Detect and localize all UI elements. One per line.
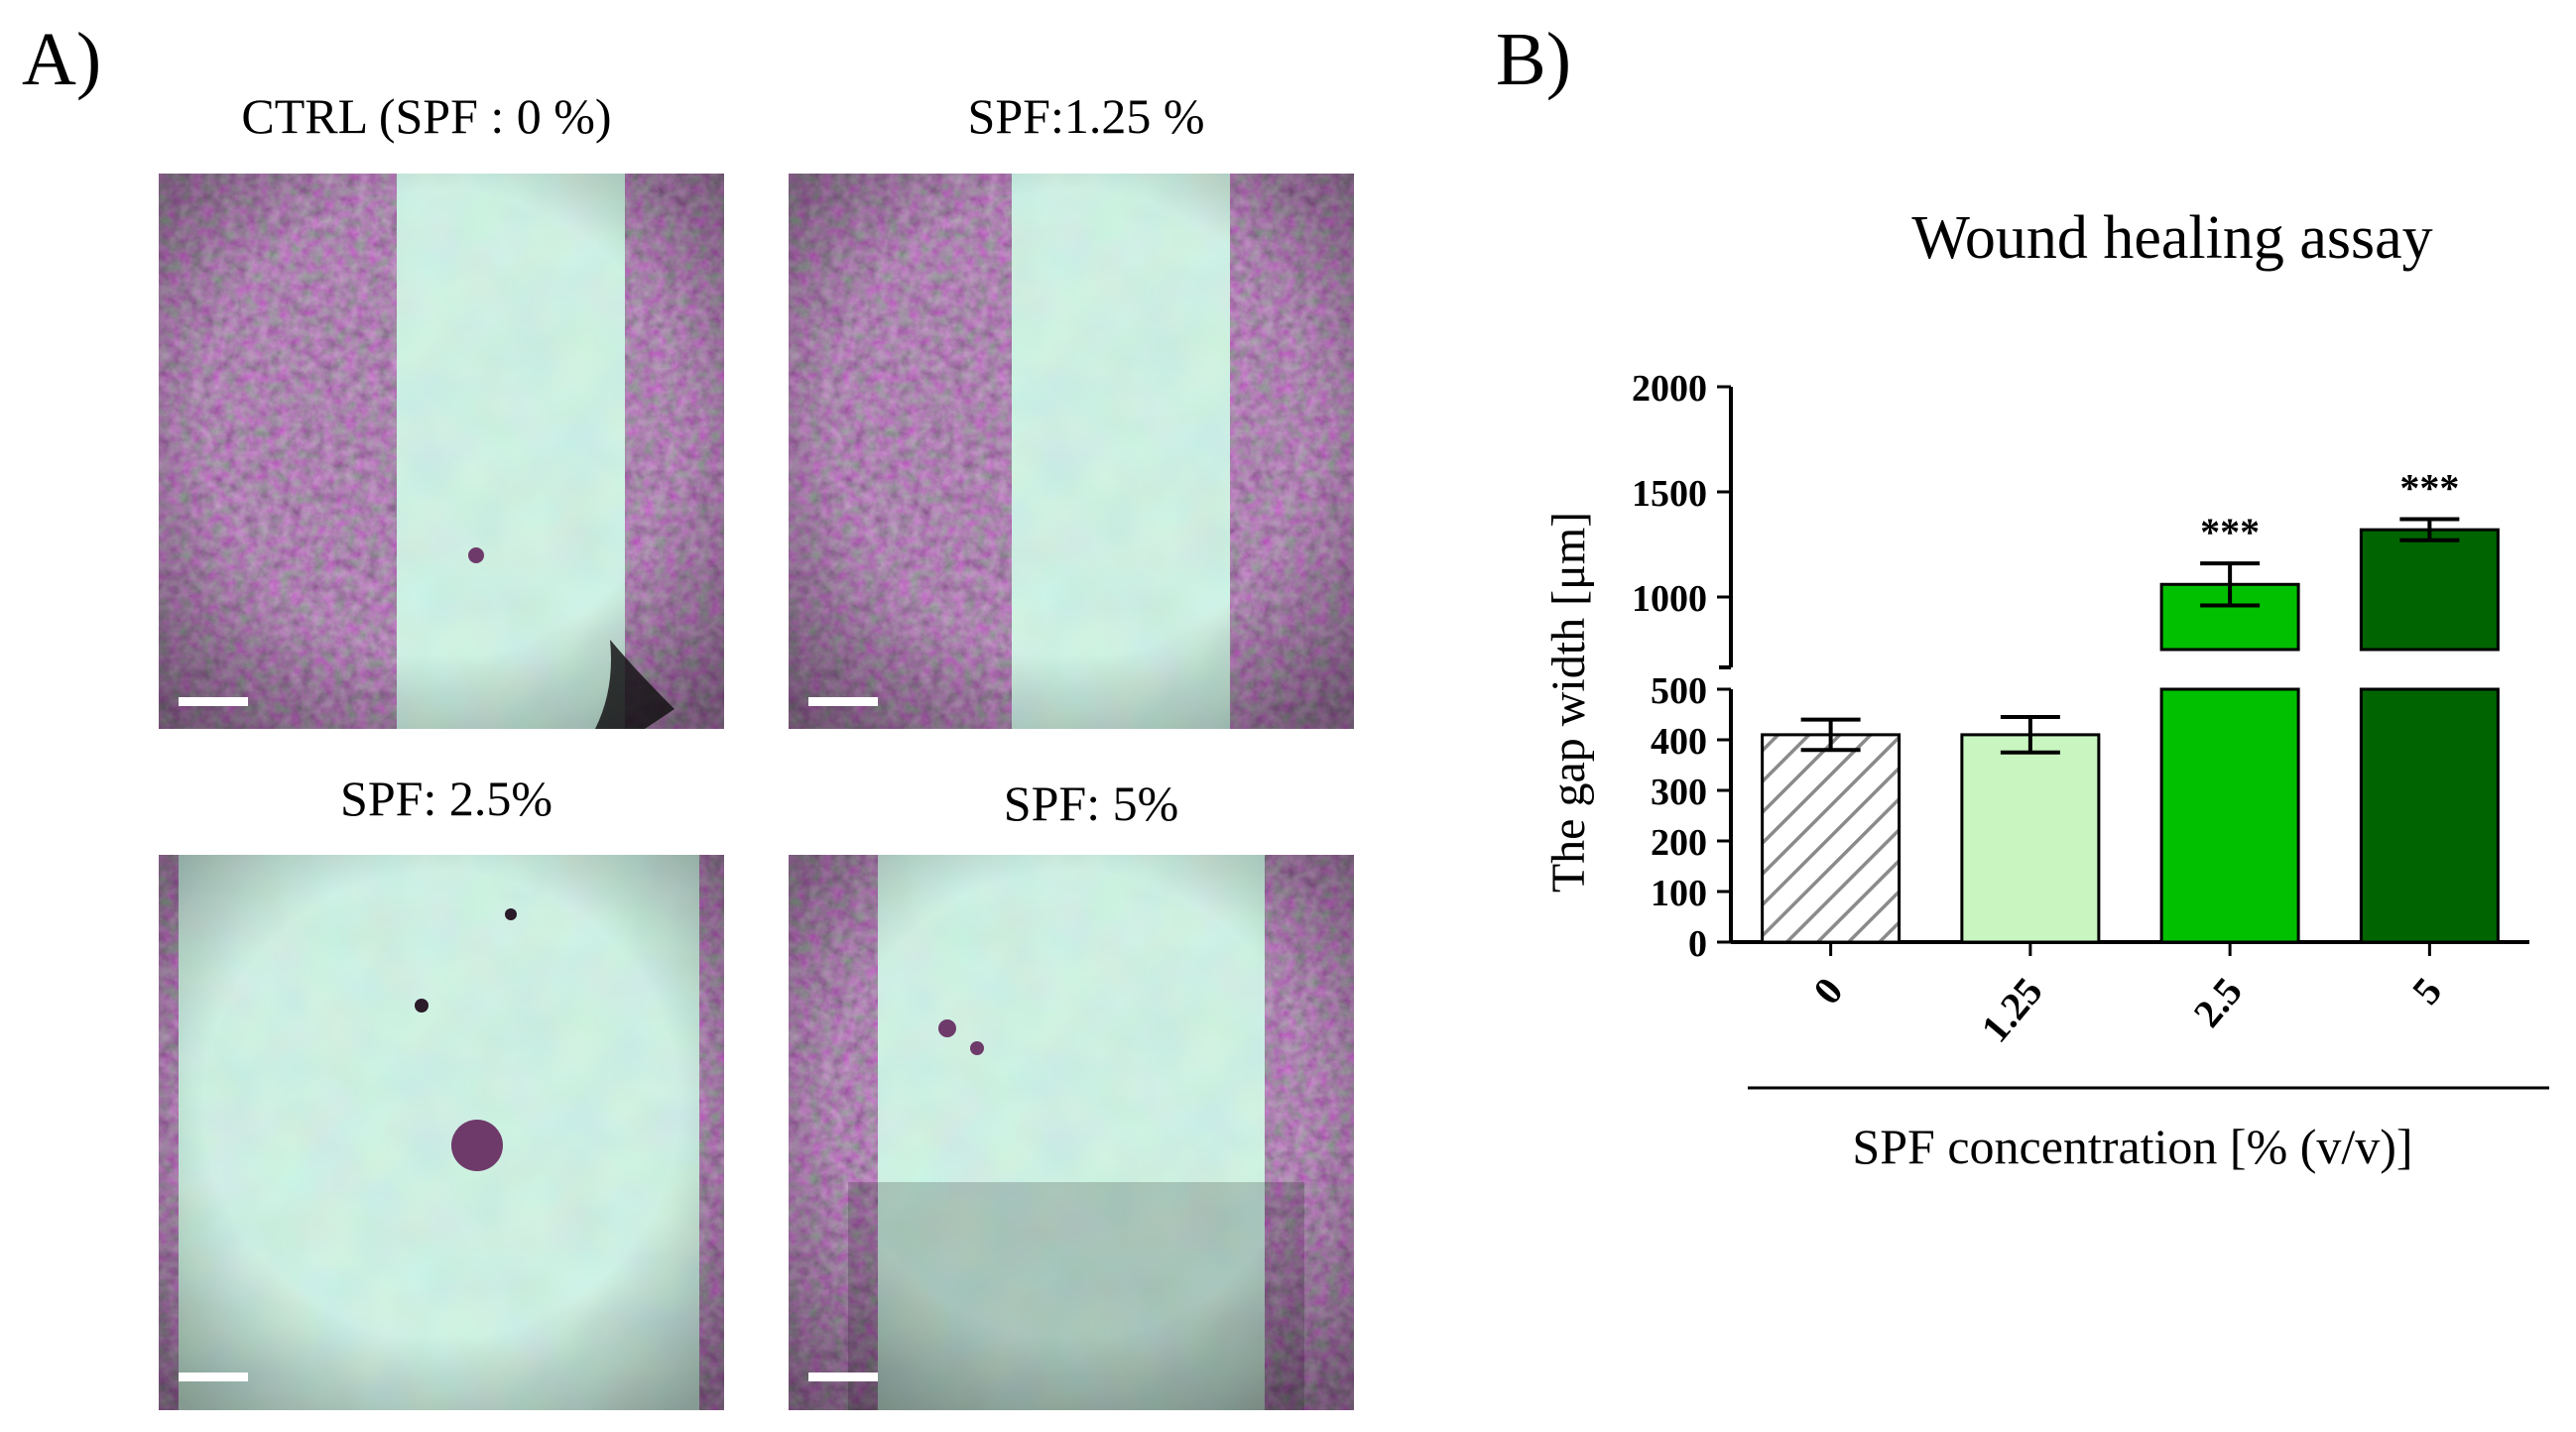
bar-5-lower <box>2359 687 2500 944</box>
chart-title: Wound healing assay <box>1911 204 2432 272</box>
y-tick-label: 1500 <box>1632 473 1707 515</box>
panel-b-letter: B) <box>1496 18 1571 101</box>
x-tick-label-2.5: 2.5 <box>2184 969 2251 1035</box>
x-tick-label-5: 5 <box>2403 969 2450 1013</box>
micrograph-ctrl <box>159 174 724 729</box>
scale-bar <box>179 1372 248 1381</box>
scale-bar <box>808 1372 878 1381</box>
micrograph-caption-spf-5: SPF: 5% <box>1003 776 1179 831</box>
significance-label-2.5: *** <box>2200 510 2260 554</box>
significance-label-5: *** <box>2399 466 2459 511</box>
y-axis-label: The gap width [μm] <box>1542 512 1595 893</box>
scale-bar <box>179 697 248 706</box>
y-tick-label: 400 <box>1651 721 1707 763</box>
y-tick-label: 200 <box>1651 822 1707 864</box>
micrograph-spf-1-25 <box>789 174 1354 729</box>
y-tick-label: 1000 <box>1632 578 1707 620</box>
x-tick-label-1.25: 1.25 <box>1972 969 2050 1051</box>
scale-bar <box>808 697 878 706</box>
micrograph-spf-5 <box>789 855 1354 1410</box>
micrograph-spf-2-5 <box>159 855 724 1410</box>
bar-0 <box>1761 733 1901 944</box>
bars: *** *** <box>1761 466 2500 944</box>
bar-5-upper <box>2359 528 2500 652</box>
y-tick-label: 100 <box>1651 873 1707 914</box>
micrograph-caption-ctrl: CTRL (SPF : 0 %) <box>241 88 612 144</box>
micrograph-caption-spf-2-5: SPF: 2.5% <box>340 771 552 826</box>
y-tick-label: 2000 <box>1632 368 1707 410</box>
x-tick-label-0: 0 <box>1804 969 1851 1013</box>
bar-1.25 <box>1960 733 2101 944</box>
bar-2.5-lower <box>2159 687 2300 944</box>
y-tick-label: 500 <box>1651 670 1707 712</box>
y-tick-label: 0 <box>1688 923 1707 965</box>
x-axis-label: SPF concentration [% (v/v)] <box>1852 1119 2412 1174</box>
bar-chart: Wound healing assay The gap width [μm] S… <box>1542 204 2549 1174</box>
panel-a-letter: A) <box>22 18 102 101</box>
micrograph-caption-spf-1-25: SPF:1.25 % <box>967 88 1205 144</box>
y-tick-label: 300 <box>1651 772 1707 813</box>
